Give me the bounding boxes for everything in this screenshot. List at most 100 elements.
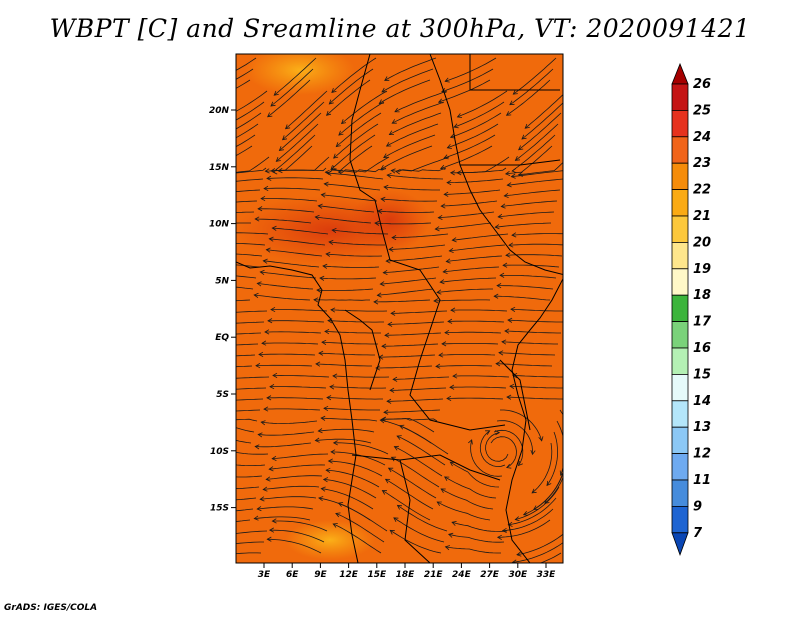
streamline xyxy=(440,277,497,283)
streamline xyxy=(322,265,380,268)
streamline-arrow xyxy=(514,516,520,522)
streamline xyxy=(338,156,390,173)
streamline xyxy=(336,112,382,147)
streamline-arrow xyxy=(381,490,388,495)
streamline-arrow xyxy=(444,329,450,336)
streamline xyxy=(268,320,325,323)
streamline xyxy=(518,112,562,151)
streamline xyxy=(327,320,384,323)
streamline-arrow xyxy=(503,192,509,198)
streamline-arrow xyxy=(194,521,198,525)
streamline-arrow xyxy=(524,123,530,129)
streamline-arrow xyxy=(205,554,209,558)
streamline xyxy=(236,310,268,313)
lat-tick-label: EQ xyxy=(215,333,229,343)
streamline-arrow xyxy=(387,321,393,327)
lon-tick-label: 18E xyxy=(396,570,416,580)
streamline xyxy=(497,285,554,290)
streamline xyxy=(544,476,563,504)
streamline-arrow xyxy=(319,275,325,281)
streamline xyxy=(330,309,388,312)
streamline-arrow xyxy=(208,322,212,326)
longitude-axis: 3E 6E 9E 12E 15E 18E 21E 24E 27E 30E 33E xyxy=(258,563,556,580)
streamline xyxy=(236,530,268,534)
streamline-arrow xyxy=(495,361,501,367)
streamline xyxy=(556,420,563,476)
streamline-arrow xyxy=(205,333,209,337)
streamline xyxy=(236,451,269,455)
streamline-arrow xyxy=(331,228,337,234)
streamline-arrow xyxy=(511,559,517,563)
streamline-arrow xyxy=(207,471,212,475)
streamline xyxy=(384,186,440,191)
streamline xyxy=(539,552,562,563)
streamline-arrow xyxy=(267,112,273,118)
streamline xyxy=(272,453,329,460)
streamline-arrow xyxy=(389,529,395,535)
streamline-arrow xyxy=(388,246,394,252)
streamline xyxy=(236,427,255,433)
streamline xyxy=(255,218,312,224)
streamline-arrow xyxy=(440,488,446,494)
streamline-arrow xyxy=(314,214,320,221)
streamline xyxy=(236,222,251,224)
streamline xyxy=(435,365,493,367)
streamline xyxy=(341,90,388,124)
streamline-arrow xyxy=(390,168,396,174)
streamline xyxy=(270,68,314,107)
streamline-arrow xyxy=(511,168,517,174)
streamline-arrow xyxy=(318,496,324,502)
streamline xyxy=(331,57,377,93)
streamline-arrow xyxy=(206,251,210,255)
streamline-arrow xyxy=(337,502,344,507)
streamline xyxy=(498,211,555,218)
streamline xyxy=(236,123,259,139)
streamline xyxy=(383,266,440,274)
streamline-arrow xyxy=(453,123,459,129)
streamline-arrow xyxy=(571,459,575,463)
streamline-arrow xyxy=(451,521,457,526)
streamline xyxy=(236,253,263,257)
streamline-arrow xyxy=(396,504,403,510)
streamline xyxy=(315,363,372,367)
streamline-arrow xyxy=(559,470,563,476)
streamline xyxy=(273,57,317,96)
streamline xyxy=(502,508,554,532)
streamline xyxy=(266,397,324,400)
streamline xyxy=(510,308,563,312)
streamline xyxy=(445,57,497,82)
colorbar-swatch xyxy=(671,347,689,375)
streamline-arrow xyxy=(200,272,204,276)
streamline xyxy=(393,376,450,380)
streamline xyxy=(507,319,563,323)
streamline xyxy=(506,79,551,116)
streamline xyxy=(329,68,374,105)
streamline-arrow xyxy=(446,180,452,186)
streamline-arrow xyxy=(385,258,391,264)
streamline-arrow xyxy=(260,420,266,426)
streamline-arrow xyxy=(514,156,521,161)
streamline xyxy=(376,365,433,369)
streamline-arrow xyxy=(263,185,269,191)
streamline xyxy=(255,364,313,367)
streamline-arrow xyxy=(509,383,515,389)
streamline xyxy=(315,438,372,444)
streamline xyxy=(374,299,431,303)
streamline-arrow xyxy=(444,77,450,83)
lon-tick-label: 6E xyxy=(286,570,299,580)
lat-tick-label: 15S xyxy=(210,504,229,514)
streamline xyxy=(236,418,258,422)
grads-credit: GrADS: IGES/COLA xyxy=(4,603,98,613)
streamline-arrow xyxy=(449,461,455,467)
streamline xyxy=(397,505,448,532)
streamline-arrow xyxy=(504,328,510,334)
streamline xyxy=(396,435,446,466)
streamline xyxy=(399,425,449,455)
streamline xyxy=(338,101,385,136)
streamline xyxy=(316,288,374,291)
streamline xyxy=(382,343,439,347)
streamline-arrow xyxy=(389,387,395,393)
lon-tick-label: 9E xyxy=(314,570,327,580)
streamline xyxy=(500,275,557,279)
